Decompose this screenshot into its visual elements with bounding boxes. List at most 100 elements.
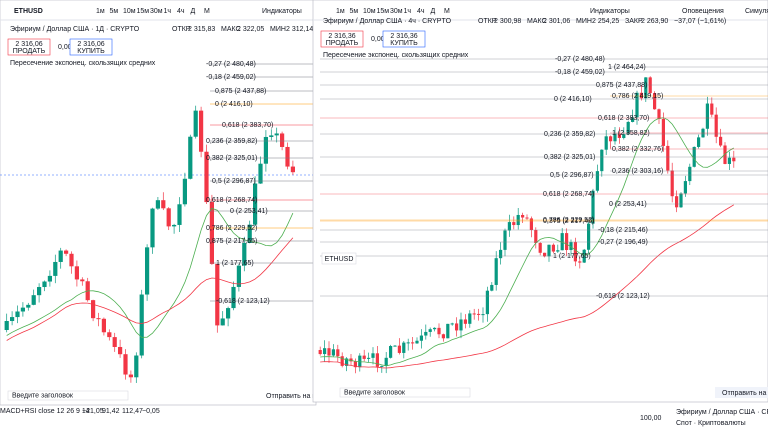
fib-label: 0,875 (2 437,88)	[596, 82, 647, 89]
candle-body	[723, 145, 727, 164]
fib-label: -0,18 (2 459,02)	[555, 69, 605, 76]
indicators-button[interactable]: Индикаторы	[590, 8, 630, 15]
candle-body	[428, 329, 432, 332]
candle-body	[231, 286, 236, 309]
sell-box[interactable]	[7, 38, 51, 56]
interval-button[interactable]: 1м	[96, 8, 105, 15]
interval-button[interactable]: 5м	[350, 8, 359, 15]
interval-button[interactable]: 4ч	[417, 8, 425, 15]
fib-label: 0,875 (2 437,88)	[215, 88, 266, 95]
candle-body	[463, 319, 467, 324]
fib-label: 0,236 (2 303,16)	[612, 168, 663, 175]
alerts-button[interactable]: Оповещения	[682, 8, 724, 15]
interval-button[interactable]: 10м	[363, 8, 376, 15]
send-box[interactable]	[715, 387, 768, 398]
sell-label[interactable]: ПРОДАТЬ	[326, 40, 359, 47]
symbol[interactable]: ETHUSD	[325, 256, 354, 263]
ohlc-value: МИН	[576, 18, 592, 25]
macd-label: MACD+RSI close 12 26 9 14	[0, 408, 90, 415]
sell-price[interactable]: 2 316,06	[15, 41, 42, 48]
buy-price[interactable]: 2 316,36	[390, 33, 417, 40]
candle-body	[258, 163, 263, 184]
candle-body	[331, 349, 335, 356]
fib-label: 0,236 (2 359,82)	[544, 131, 595, 138]
buy-label[interactable]: КУПИТЬ	[390, 40, 418, 47]
buy-box[interactable]	[382, 30, 426, 48]
fib-label: 0,382 (2 325,01)	[544, 154, 595, 161]
interval-button[interactable]: Д	[191, 8, 196, 15]
interval-button[interactable]: 15м	[137, 8, 150, 15]
candle-body	[631, 117, 635, 122]
interval-button[interactable]: Д	[431, 8, 436, 15]
candle-body	[53, 261, 58, 276]
title-input[interactable]	[7, 390, 129, 401]
symbol[interactable]: ETHUSD	[14, 8, 43, 15]
title-input[interactable]	[339, 387, 471, 398]
candle-body	[389, 346, 393, 358]
interval-button[interactable]: 4ч	[177, 8, 185, 15]
send-button[interactable]: Отправить на Ima	[722, 390, 768, 397]
ohlc-value: 2 322,05	[237, 26, 264, 33]
ohlc-value: 2 263,90	[641, 18, 668, 25]
fib-label: 0,382 (2 325,01)	[206, 155, 257, 162]
candle-body	[446, 323, 450, 339]
interval-button[interactable]: 5м	[110, 8, 119, 15]
candle-body	[10, 317, 15, 322]
candle-body	[349, 358, 353, 362]
sell-price[interactable]: 2 316,36	[328, 33, 355, 40]
candle-body	[150, 208, 155, 248]
fib-label: 0,5 (2 296,87)	[212, 178, 256, 185]
symbol-pill[interactable]	[321, 252, 357, 265]
candle-body	[318, 350, 322, 355]
fib-label: 0,375 (2 217,46)	[543, 218, 594, 225]
title-input-text[interactable]: Введите заголовок	[344, 389, 406, 396]
interval-button[interactable]: 1ч	[404, 8, 412, 15]
candle-body	[657, 109, 661, 119]
sell-label[interactable]: ПРОДАТЬ	[13, 48, 46, 55]
interval-button[interactable]: 15м	[377, 8, 390, 15]
candle-body	[380, 365, 384, 367]
buy-price[interactable]: 2 316,06	[77, 41, 104, 48]
interval-button[interactable]: М	[444, 8, 450, 15]
fib-label: -0,618 (2 123,12)	[596, 293, 650, 300]
sell-box[interactable]	[320, 30, 364, 48]
fib-label: -0,27 (2 480,48)	[206, 61, 256, 68]
candle-body	[468, 313, 472, 324]
candle-body	[688, 166, 692, 182]
candle-body	[20, 307, 25, 312]
moving-average	[6, 207, 294, 338]
interval-button[interactable]: 30м	[390, 8, 403, 15]
send-button[interactable]: Отправить на вкладку	[266, 393, 338, 400]
ohlc-value: 2 315,83	[188, 26, 215, 33]
candle-body	[490, 284, 494, 291]
candle-body	[609, 136, 613, 142]
interval-button[interactable]: 10м	[123, 8, 136, 15]
title-input-text[interactable]: Введите заголовок	[12, 392, 74, 399]
moving-average	[320, 117, 734, 367]
candle-body	[441, 334, 445, 339]
candle-body	[161, 200, 166, 209]
fib-label: 0,618 (2 268,74)	[206, 197, 257, 204]
candle-body	[199, 110, 204, 152]
candle-body	[437, 327, 441, 335]
ohlc-value: 2 312,14	[286, 26, 313, 33]
interval-button[interactable]: 1м	[336, 8, 345, 15]
candle-body	[507, 222, 511, 231]
candle-body	[188, 136, 193, 179]
buy-box[interactable]	[69, 38, 113, 56]
indicators-button[interactable]: Индикаторы	[262, 8, 302, 15]
spread: 0,00	[58, 44, 72, 51]
candle-body	[69, 253, 74, 267]
candle-body	[547, 244, 551, 257]
simulate-button[interactable]: Симуля	[745, 8, 768, 15]
interval-button[interactable]: 30м	[150, 8, 163, 15]
buy-label[interactable]: КУПИТЬ	[77, 48, 105, 55]
macd-value: −0,05	[142, 408, 160, 415]
candle-body	[591, 190, 595, 224]
interval-button[interactable]: 1ч	[164, 8, 172, 15]
candle-body	[402, 342, 406, 353]
candle-body	[587, 223, 591, 250]
candle-body	[393, 345, 397, 347]
candle-body	[145, 247, 150, 295]
interval-button[interactable]: М	[204, 8, 210, 15]
